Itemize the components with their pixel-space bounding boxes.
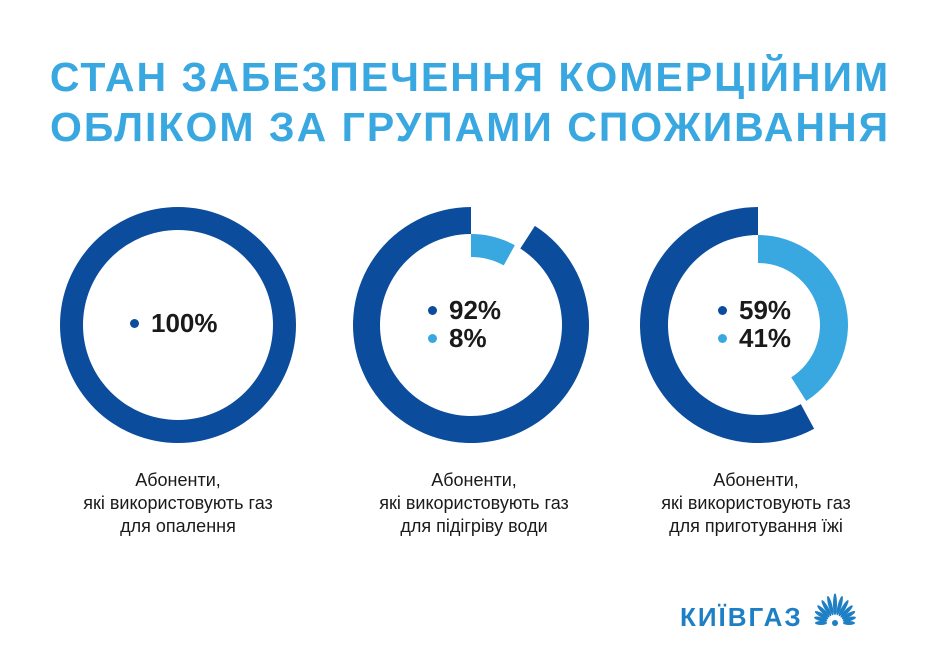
donut-chart-water-heating [351, 205, 591, 445]
donut-segment-dark [640, 207, 815, 443]
caption-line: для приготування їжі [669, 516, 843, 536]
legend-row: 92% [428, 296, 501, 324]
donut-svg-water-heating [353, 206, 589, 443]
title-line-2: ОБЛІКОМ ЗА ГРУПАМИ СПОЖИВАННЯ [49, 104, 891, 150]
legend-row: 100% [130, 309, 218, 337]
caption-line: Абоненти, [135, 470, 221, 490]
flower-burst-icon [813, 593, 856, 626]
kyivgaz-logo: КИЇВГАЗ [680, 592, 859, 642]
logo-text: КИЇВГАЗ [680, 601, 803, 632]
page-title: СТАН ЗАБЕЗПЕЧЕННЯ КОМЕРЦІЙНИМ ОБЛІКОМ ЗА… [0, 52, 940, 152]
caption-line: які використовують газ [379, 493, 569, 513]
title-line-1: СТАН ЗАБЕЗПЕЧЕННЯ КОМЕРЦІЙНИМ [49, 54, 891, 100]
legend-dot [718, 305, 727, 315]
caption-cooking: Абоненти, які використовують газ для при… [606, 469, 906, 538]
legend-label: 59% [739, 295, 792, 325]
legend-label: 8% [449, 323, 487, 353]
caption-line: які використовують газ [83, 493, 273, 513]
caption-line: Абоненти, [713, 470, 799, 490]
legend-row: 41% [718, 324, 791, 352]
legend-label: 92% [449, 295, 502, 325]
donut-segment-light [471, 234, 515, 266]
legend-water-heating: 92% 8% [428, 296, 501, 352]
legend-cooking: 59% 41% [718, 296, 791, 352]
donut-segment-light [758, 235, 849, 401]
legend-label: 100% [151, 308, 218, 338]
donut-chart-cooking [638, 205, 878, 445]
legend-row: 59% [718, 296, 791, 324]
legend-row: 8% [428, 324, 501, 352]
caption-line: Абоненти, [431, 470, 517, 490]
legend-label: 41% [739, 323, 792, 353]
legend-heating: 100% [130, 309, 218, 337]
caption-line: для підігріву води [400, 516, 548, 536]
caption-line: для опалення [120, 516, 236, 536]
legend-dot [130, 318, 139, 328]
caption-heating: Абоненти, які використовують газ для опа… [28, 469, 328, 538]
legend-dot [428, 305, 437, 315]
caption-line: які використовують газ [661, 493, 851, 513]
legend-dot [428, 333, 437, 343]
caption-water-heating: Абоненти, які використовують газ для під… [324, 469, 624, 538]
legend-dot [718, 333, 727, 343]
donut-svg-cooking [640, 207, 849, 443]
